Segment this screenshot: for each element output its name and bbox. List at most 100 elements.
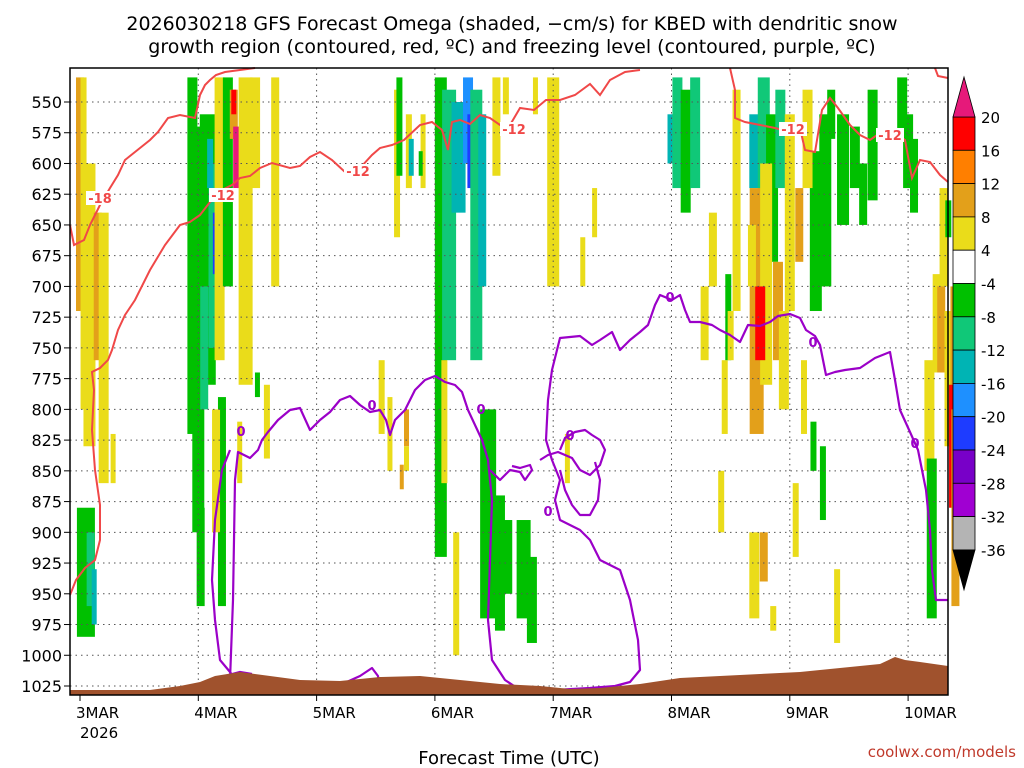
omega-shade-cell (690, 77, 701, 189)
y-tick-label: 700 (31, 277, 62, 296)
y-tick-label: 825 (31, 431, 62, 450)
y-tick-label: 1025 (21, 677, 62, 696)
y-tick-label: 600 (31, 154, 62, 173)
colorbar-label: -36 (981, 542, 1006, 560)
omega-shade-cell (492, 77, 501, 176)
omega-shade-cell (800, 360, 807, 434)
omega-shade-cell (222, 77, 233, 287)
omega-shade-cell (420, 114, 426, 189)
contour-label-red: -12 (502, 123, 526, 138)
x-tick-year: 2026 (80, 724, 118, 742)
omega-shade-cell (849, 126, 860, 189)
x-axis-label: Forecast Time (UTC) (418, 748, 599, 768)
omega-shade-cell (937, 286, 946, 373)
omega-shade-cell (732, 89, 741, 312)
terrain-fill (70, 657, 948, 695)
y-tick-label: 925 (31, 554, 62, 573)
omega-shade-cell (418, 151, 423, 176)
omega-shade-cell (478, 114, 487, 287)
omega-shade-cell (441, 360, 448, 484)
contour-label-purple: 0 (665, 291, 674, 306)
plot-frame (69, 67, 949, 696)
contour-label-purple: 0 (565, 429, 574, 444)
omega-shade-cell (819, 446, 826, 521)
y-tick-label: 650 (31, 216, 62, 235)
plot-area: -18 -12 -12 -12 -12 -12 0 0 0 0 0 0 0 0 (69, 67, 972, 696)
omega-shade-cell (76, 77, 84, 312)
contour-label-red: -12 (346, 165, 370, 180)
omega-shade-cell (834, 569, 841, 643)
colorbar-label: -4 (981, 276, 996, 294)
omega-shade-cell (91, 569, 97, 625)
contour-label-purple: 0 (476, 403, 485, 418)
y-tick-label: 975 (31, 616, 62, 635)
contour-label-bg (344, 164, 372, 178)
omega-shade-cell (526, 556, 537, 643)
colorbar: 20 16 12 8 4 -4 -8 -12 -16 -20 -24 -28 -32 -36 (952, 75, 1006, 592)
omega-shade-cell (592, 188, 598, 238)
contour-label-bg (86, 191, 114, 205)
colorbar-label: 4 (981, 242, 991, 260)
omega-shade-cell (924, 360, 935, 471)
omega-shade-cell (480, 409, 497, 619)
contour-label-bg (876, 128, 904, 142)
credit-text: coolwx.com/models (868, 743, 1016, 761)
y-tick-label: 950 (31, 585, 62, 604)
colorbar-segment (952, 249, 976, 284)
contour-label-red: -12 (211, 189, 235, 204)
contour-label-red: -12 (781, 123, 805, 138)
colorbar-segment (952, 449, 976, 484)
omega-shade-cell (231, 89, 237, 115)
omega-shade-cell (755, 286, 766, 361)
omega-shade-cell (718, 470, 725, 533)
colorbar-label: 12 (981, 176, 1000, 194)
omega-shade-cell (749, 114, 760, 189)
colorbar-label: -32 (981, 509, 1006, 527)
omega-shade-cell (404, 409, 410, 447)
colorbar-segment (952, 316, 976, 351)
omega-shade-cell (809, 151, 822, 312)
omega-shade-cell (212, 409, 221, 533)
omega-shade-cell (404, 446, 410, 471)
contour-label-bg (209, 188, 237, 202)
colorbar-segment (952, 183, 976, 218)
colorbar-label: 20 (981, 109, 1000, 127)
y-tick-label: 1000 (21, 646, 62, 665)
omega-shade-cell (784, 114, 795, 312)
colorbar-segment (952, 149, 976, 185)
y-axis-ticks: 550 575 600 625 650 675 700 725 750 775 800 825 850 8… (21, 93, 70, 696)
y-tick-label: 550 (31, 93, 62, 112)
omega-shade-cell (749, 532, 760, 619)
contour-label-red: -18 (88, 192, 112, 207)
omega-shade-cell (770, 606, 777, 631)
x-tick-label: 9MAR (786, 704, 829, 722)
omega-shade-cell (547, 77, 560, 287)
x-tick-label: 10MAR (904, 704, 957, 722)
y-tick-label: 750 (31, 339, 62, 358)
omega-shade-cell (778, 311, 789, 410)
x-tick-label: 3MAR (76, 704, 119, 722)
colorbar-label: -20 (981, 409, 1006, 427)
omega-shade-cell (897, 77, 908, 139)
contour-label-purple: 0 (367, 399, 376, 414)
omega-shade-cell (721, 360, 728, 434)
omega-shade-cell (208, 163, 217, 348)
omega-shade-cell (378, 360, 385, 434)
omega-shade-cell (250, 77, 261, 189)
colorbar-top-arrow (952, 75, 976, 118)
colorbar-label: -8 (981, 309, 996, 327)
omega-shade-cell (708, 212, 717, 287)
omega-shade-cell (867, 89, 878, 201)
y-tick-label: 800 (31, 400, 62, 419)
omega-shade-cell (667, 114, 676, 164)
omega-shade-cell (810, 421, 817, 471)
colorbar-label: -24 (981, 442, 1006, 460)
contour-label-red: -12 (878, 129, 902, 144)
omega-shade-cell (196, 507, 205, 607)
omega-shade-cell (827, 89, 836, 139)
omega-shade-cell (451, 102, 466, 213)
colorbar-segment (952, 216, 976, 251)
y-tick-label: 725 (31, 308, 62, 327)
x-tick-label: 6MAR (431, 704, 474, 722)
omega-shade-cell (200, 286, 209, 410)
